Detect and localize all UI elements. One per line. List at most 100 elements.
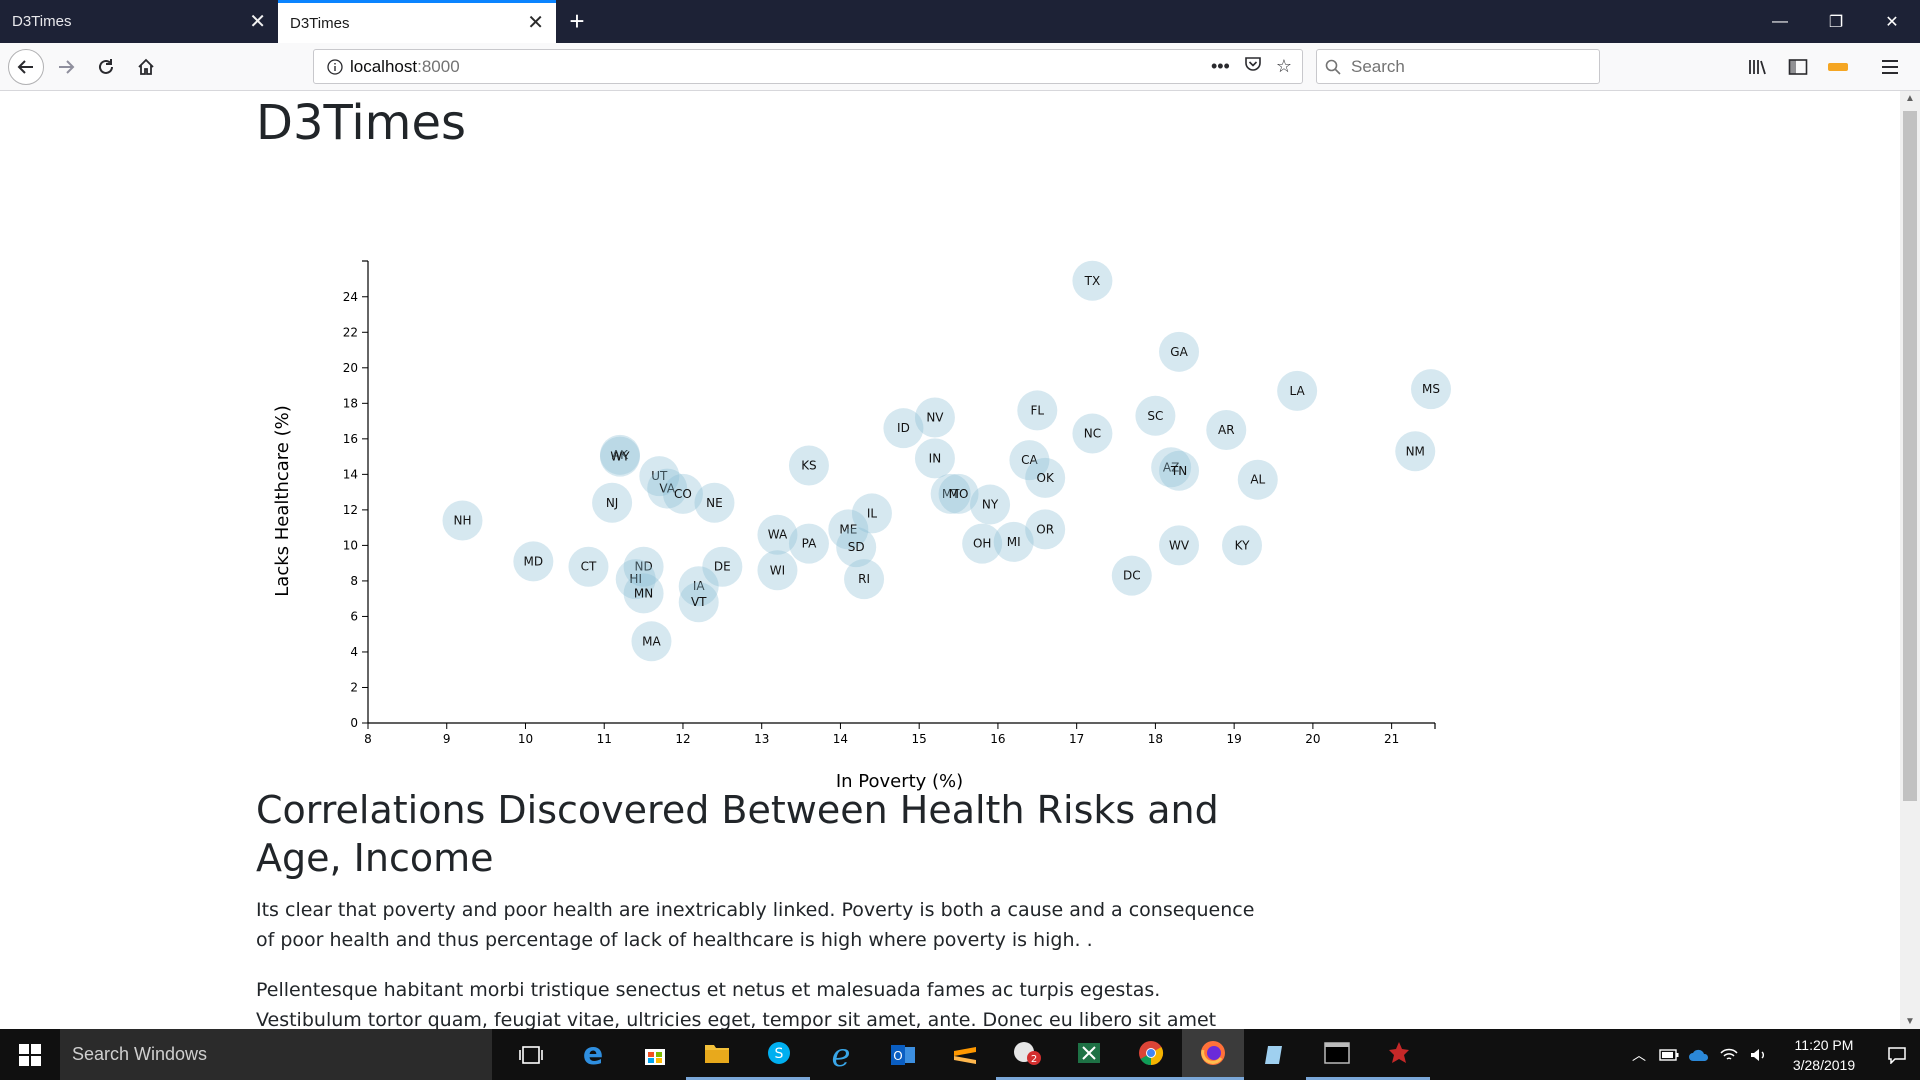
search-input[interactable] xyxy=(1349,55,1583,78)
url-bar[interactable]: localhost:8000 ••• ☆ xyxy=(313,49,1303,84)
chrome-icon[interactable] xyxy=(1120,1029,1182,1080)
sidebar-icon[interactable] xyxy=(1782,51,1814,83)
battery-icon[interactable] xyxy=(1654,1048,1684,1061)
restore-icon[interactable]: ❐ xyxy=(1828,13,1844,31)
tab-d3times-2[interactable]: D3Times ✕ xyxy=(278,0,556,43)
state-circle-la xyxy=(1277,370,1318,411)
url-actions: ••• ☆ xyxy=(1211,55,1292,78)
terminal-icon[interactable] xyxy=(1306,1029,1368,1080)
wifi-icon[interactable] xyxy=(1714,1047,1744,1063)
state-circle-nv xyxy=(914,397,955,438)
task-view-icon[interactable] xyxy=(500,1029,562,1080)
menu-icon[interactable] xyxy=(1874,51,1906,83)
state-circle-pa xyxy=(788,523,829,564)
minimize-icon[interactable]: — xyxy=(1772,12,1788,30)
state-circle-co xyxy=(662,473,703,514)
store-icon[interactable] xyxy=(624,1029,686,1080)
reload-icon[interactable] xyxy=(90,51,122,83)
forward-arrow-icon[interactable] xyxy=(50,51,82,83)
y-tick-label: 8 xyxy=(350,574,358,588)
state-label-wv: WV xyxy=(1169,538,1190,552)
toolbar-right xyxy=(1742,51,1906,83)
state-label-ne: NE xyxy=(706,496,723,510)
state-label-ar: AR xyxy=(1218,423,1235,437)
onedrive-cloud-icon[interactable] xyxy=(1684,1048,1714,1062)
skype-icon[interactable]: S xyxy=(748,1029,810,1080)
state-label-mn: MN xyxy=(634,586,653,600)
paragraph-1: Its clear that poverty and poor health a… xyxy=(256,899,1255,951)
state-label-ms: MS xyxy=(1422,382,1440,396)
file-explorer-icon[interactable] xyxy=(686,1029,748,1080)
bookmark-star-icon[interactable]: ☆ xyxy=(1275,56,1292,76)
y-tick-label: 10 xyxy=(343,538,358,552)
state-label-tn: TN xyxy=(1170,464,1187,478)
notes-app-icon[interactable] xyxy=(1244,1029,1306,1080)
action-center-icon[interactable] xyxy=(1874,1046,1920,1064)
tab-strip: D3Times ✕ D3Times ✕ + — ❐ ✕ xyxy=(0,0,1920,43)
state-label-sd: SD xyxy=(848,540,865,554)
x-tick-label: 13 xyxy=(754,732,769,746)
extension-icon[interactable] xyxy=(1822,51,1854,83)
outlook-icon[interactable]: O xyxy=(872,1029,934,1080)
state-circle-ak xyxy=(599,434,640,475)
taskbar-search-input[interactable] xyxy=(70,1043,474,1066)
edge-icon[interactable]: e xyxy=(582,1037,604,1072)
y-tick-label: 4 xyxy=(350,645,358,659)
scrollbar-thumb[interactable] xyxy=(1903,111,1917,801)
internet-explorer-icon[interactable]: e xyxy=(831,1035,851,1074)
state-label-fl: FL xyxy=(1030,403,1044,417)
section-title: Correlations Discovered Between Health R… xyxy=(256,788,1219,880)
url-text[interactable]: localhost:8000 xyxy=(350,57,460,77)
show-hidden-icons-chevron-icon[interactable]: ︿ xyxy=(1632,1046,1646,1063)
taskbar-clock[interactable]: 11:20 PM 3/28/2019 xyxy=(1774,1035,1874,1075)
state-circle-nc xyxy=(1072,413,1113,454)
scroll-down-arrow-icon[interactable]: ▼ xyxy=(1905,1016,1915,1027)
state-circle-vt xyxy=(678,582,719,623)
search-bar[interactable] xyxy=(1316,49,1600,84)
state-circle-ct xyxy=(568,546,609,587)
state-label-ma: MA xyxy=(642,634,661,648)
system-tray: ︿ 11:20 PM 3/28/2019 xyxy=(1624,1029,1920,1080)
page-scrollbar[interactable]: ▲ ▼ xyxy=(1900,91,1920,1029)
library-icon[interactable] xyxy=(1742,51,1774,83)
tab-d3times-1[interactable]: D3Times ✕ xyxy=(0,0,278,43)
state-label-in: IN xyxy=(929,451,942,465)
state-circle-hi xyxy=(615,559,656,600)
windows-start-icon[interactable] xyxy=(0,1029,60,1080)
window-close-icon[interactable]: ✕ xyxy=(1885,13,1899,31)
pocket-icon[interactable] xyxy=(1244,55,1262,78)
state-circle-oh xyxy=(962,523,1003,564)
x-tick-label: 10 xyxy=(518,732,533,746)
state-circle-wy xyxy=(599,436,640,477)
taskbar-search[interactable] xyxy=(60,1029,492,1080)
new-tab-plus-icon[interactable]: + xyxy=(569,6,585,36)
search-icon xyxy=(1317,59,1349,75)
close-icon[interactable]: ✕ xyxy=(527,12,544,34)
y-tick-label: 22 xyxy=(343,325,358,339)
firefox-icon[interactable] xyxy=(1182,1029,1244,1080)
window-controls: — ❐ ✕ xyxy=(1752,0,1920,43)
state-label-il: IL xyxy=(867,506,878,520)
excel-icon[interactable] xyxy=(1058,1029,1120,1080)
volume-icon[interactable] xyxy=(1744,1047,1774,1063)
info-icon[interactable] xyxy=(320,58,350,75)
state-circle-fl xyxy=(1017,390,1058,431)
clock-time: 11:20 PM xyxy=(1794,1036,1854,1053)
state-circle-il xyxy=(851,493,892,534)
state-label-nj: NJ xyxy=(606,496,619,510)
sublime-icon[interactable] xyxy=(934,1029,996,1080)
x-tick-label: 18 xyxy=(1148,732,1163,746)
url-port: :8000 xyxy=(417,56,460,76)
state-label-de: DE xyxy=(714,560,731,574)
state-circle-me xyxy=(828,509,869,550)
game-app-icon[interactable] xyxy=(1368,1029,1430,1080)
back-arrow-icon[interactable] xyxy=(8,49,44,85)
x-tick-label: 19 xyxy=(1227,732,1242,746)
state-label-nm: NM xyxy=(1406,444,1425,458)
state-circle-mn xyxy=(623,573,664,614)
chat-app-icon[interactable]: 2 xyxy=(996,1029,1058,1080)
more-actions-icon[interactable]: ••• xyxy=(1210,56,1230,76)
close-icon[interactable]: ✕ xyxy=(249,10,266,33)
scroll-up-arrow-icon[interactable]: ▲ xyxy=(1905,93,1915,104)
home-icon[interactable] xyxy=(130,51,162,83)
